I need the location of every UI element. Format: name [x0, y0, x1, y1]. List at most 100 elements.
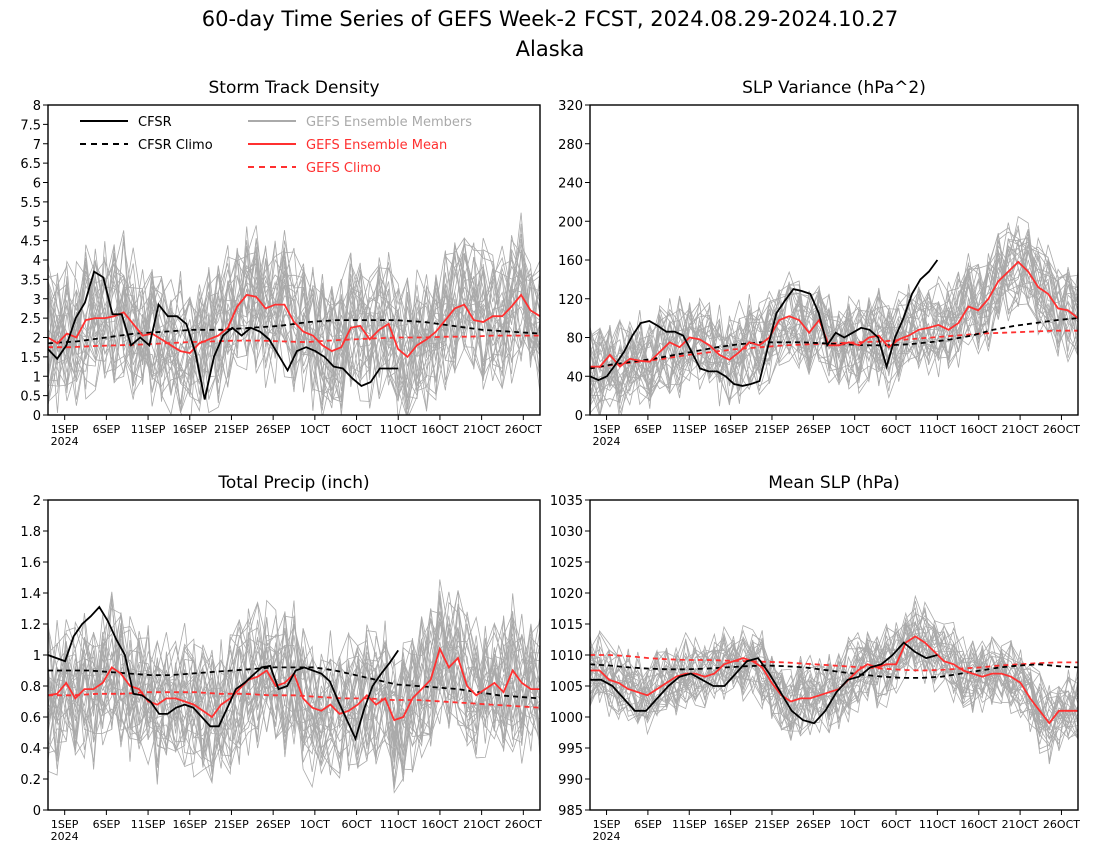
series-cfsr-climo [590, 317, 1078, 370]
x-tick-label: 16SEP [713, 423, 748, 436]
x-tick-label: 11OCT [919, 423, 956, 436]
x-tick-label: 1OCT [840, 423, 870, 436]
x-tick-label: 6SEP [93, 818, 121, 831]
ensemble-member-line [590, 242, 1078, 403]
ensemble-member-line [590, 222, 1078, 407]
ensemble-member-line [48, 237, 540, 409]
x-tick-label: 1SEP [51, 423, 79, 436]
y-tick-label: 320 [558, 99, 583, 114]
ensemble-member-line [590, 216, 1078, 400]
x-tick-label: 6SEP [634, 818, 662, 831]
series-gefs-ensemble-mean [590, 635, 1078, 725]
ensemble-member-line [590, 225, 1078, 399]
x-tick-label: 6OCT [881, 423, 911, 436]
legend-label: CFSR [138, 115, 172, 130]
x-tick-label: 16OCT [421, 423, 458, 436]
ensemble-member-line [48, 601, 540, 744]
x-tick-label: 11OCT [380, 818, 417, 831]
y-tick-label: 200 [558, 215, 583, 230]
x-tick-label: 21SEP [214, 423, 249, 436]
x-tick-label: 21SEP [214, 818, 249, 831]
x-tick-label: 11SEP [672, 423, 707, 436]
panel-1: Storm Track Density 0 0.5 1 1.5 2 2.5 3 3.5 4 4.5 5… [20, 78, 542, 448]
y-tick-label: 3.5 [20, 273, 41, 288]
y-tick-label: 2 [33, 494, 41, 509]
series-cfsr-climo [48, 319, 540, 345]
ensemble-member-line [48, 614, 540, 775]
x-tick-label: 1SEP [593, 423, 621, 436]
y-tick-label: 1.2 [20, 618, 41, 633]
y-tick-label: 1.5 [20, 351, 41, 366]
ensemble-member-line [48, 239, 540, 415]
x-tick-label: 6SEP [93, 423, 121, 436]
x-tick-label: 16SEP [713, 818, 748, 831]
ensemble-member-line [48, 614, 540, 786]
x-tick-label: 26OCT [505, 423, 542, 436]
x-tick-label: 21SEP [755, 423, 790, 436]
y-tick-label: 0 [33, 804, 41, 819]
x-tick-label: 1SEP [51, 818, 79, 831]
y-tick-label: 8 [33, 99, 41, 114]
legend-label: GEFS Ensemble Mean [306, 138, 447, 153]
ensemble-member-line [590, 623, 1078, 740]
x-tick-label: 11SEP [672, 818, 707, 831]
x-tick-label: 26SEP [256, 818, 291, 831]
x-tick-label: 11OCT [919, 818, 956, 831]
y-tick-label: 1025 [550, 556, 583, 571]
x-tick-label: 11SEP [131, 818, 166, 831]
ensemble-member-line [48, 249, 540, 415]
x-tick-label: 16OCT [960, 818, 997, 831]
panel-2: SLP Variance (hPa^2) 0 40 80 120 160 200 240 280… [558, 78, 1080, 448]
ensemble-member-line [48, 247, 540, 413]
x-tick-label: 1OCT [840, 818, 870, 831]
ensemble-member-line [590, 627, 1078, 738]
series-gefs-climo [48, 691, 540, 709]
x-tick-label: 16SEP [172, 818, 207, 831]
y-tick-label: 5 [33, 215, 41, 230]
ensemble-member-line [48, 600, 540, 782]
x-tick-label: 26SEP [796, 818, 831, 831]
x-tick-sublabel: 2024 [51, 435, 79, 448]
y-tick-label: 1 [33, 370, 41, 385]
series-cfsr [590, 641, 938, 725]
x-tick-label: 21OCT [1002, 423, 1039, 436]
x-tick-label: 11SEP [131, 423, 166, 436]
x-tick-label: 6SEP [634, 423, 662, 436]
y-tick-label: 1.6 [20, 556, 41, 571]
legend: CFSR CFSR Climo GEFS Ensemble Members GEFS … [74, 110, 514, 176]
y-tick-label: 80 [566, 332, 583, 347]
panel-title: Storm Track Density [208, 78, 379, 98]
y-tick-label: 0.8 [20, 680, 41, 695]
y-tick-label: 120 [558, 293, 583, 308]
ensemble-member-line [48, 616, 540, 769]
panel-4: Mean SLP (hPa) 985 990 995 1000 1005 1010 1015 1… [550, 473, 1080, 843]
series-cfsr-climo [48, 666, 540, 700]
y-tick-label: 1 [33, 649, 41, 664]
y-tick-label: 40 [566, 370, 583, 385]
series-gefs-ensemble-mean [48, 293, 540, 359]
ensemble-member-line [590, 625, 1078, 741]
y-tick-label: 280 [558, 138, 583, 153]
series-cfsr [48, 270, 399, 400]
panel-3: Total Precip (inch) 0 0.2 0.4 0.6 0.8 1 1.2 1.4 1… [20, 473, 542, 843]
ensemble-members [48, 212, 540, 415]
x-tick-label: 26OCT [1043, 818, 1080, 831]
x-tick-sublabel: 2024 [51, 830, 79, 843]
y-tick-label: 2 [33, 332, 41, 347]
legend-label: GEFS Climo [306, 161, 381, 176]
x-tick-label: 6OCT [881, 818, 911, 831]
ensemble-member-line [48, 239, 540, 402]
y-tick-label: 1020 [550, 587, 583, 602]
ensemble-member-line [590, 236, 1078, 391]
ensemble-members [590, 216, 1078, 415]
x-tick-label: 21SEP [755, 818, 790, 831]
ensemble-member-line [48, 631, 540, 774]
series-cfsr [590, 259, 939, 387]
y-tick-label: 0 [575, 409, 583, 424]
panel-title: Total Precip (inch) [217, 473, 369, 493]
x-tick-label: 26OCT [1043, 423, 1080, 436]
ensemble-member-line [590, 229, 1078, 414]
x-tick-label: 11OCT [380, 423, 417, 436]
ensemble-member-line [48, 613, 540, 758]
